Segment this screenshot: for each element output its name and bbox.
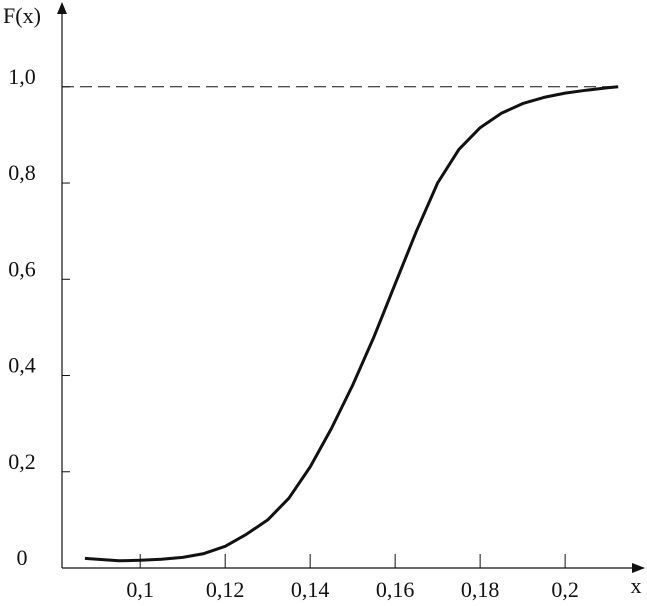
x-tick-label: 0,16: [376, 577, 415, 602]
x-tick-label: 0,1: [126, 577, 154, 602]
y-tick-label: 0,8: [8, 160, 36, 185]
x-tick-label: 0,2: [551, 577, 579, 602]
x-tick-label: 0,14: [291, 577, 330, 602]
curve: [84, 85, 619, 563]
y-tick-label: 0,2: [8, 449, 36, 474]
x-tick-label: 0,12: [206, 577, 245, 602]
y-axis-arrow: [57, 2, 67, 14]
y-axis-label: F(x): [3, 3, 41, 28]
x-axis-arrow: [632, 563, 645, 573]
y-tick-label: 0: [17, 545, 28, 570]
y-tick-label: 1,0: [8, 64, 36, 89]
y-tick-label: 0,6: [8, 256, 36, 281]
x-axis-label: x: [631, 573, 642, 598]
y-tick-label: 0,4: [8, 353, 36, 378]
x-tick-label: 0,18: [461, 577, 500, 602]
